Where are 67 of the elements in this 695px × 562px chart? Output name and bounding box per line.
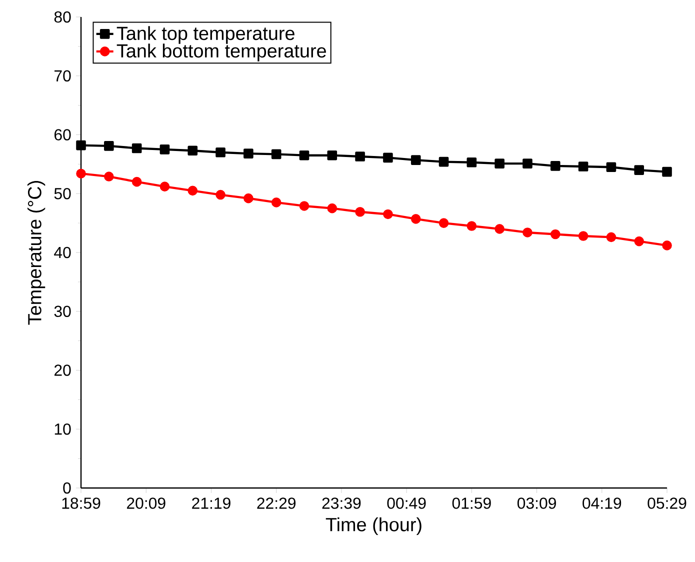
legend-label: Tank bottom temperature xyxy=(116,44,326,62)
point xyxy=(410,155,421,165)
x-tick-label: 18:59 xyxy=(62,498,100,509)
point xyxy=(160,144,170,154)
y-tick-label: 0 xyxy=(63,482,71,494)
y-tick-label: 10 xyxy=(54,423,71,435)
point xyxy=(494,224,504,234)
y-tick-label: 30 xyxy=(54,306,71,317)
point xyxy=(550,229,560,240)
point xyxy=(494,158,504,168)
y-tick-label: 60 xyxy=(54,129,71,140)
point xyxy=(216,190,226,200)
point xyxy=(299,201,310,211)
x-tick-label: 03:09 xyxy=(517,498,556,509)
point xyxy=(188,146,198,156)
point xyxy=(522,158,532,168)
point xyxy=(634,165,644,175)
x-tick-label: 21:19 xyxy=(192,498,230,509)
x-tick-label: 22:29 xyxy=(257,498,296,509)
x-tick-label: 23:39 xyxy=(322,498,361,509)
x-tick-label: 00:49 xyxy=(387,498,426,509)
x-tick-label: 04:19 xyxy=(582,498,622,509)
point xyxy=(522,228,532,238)
point xyxy=(550,161,560,171)
point xyxy=(244,148,254,158)
y-axis-title: Temperature (°C) xyxy=(27,181,46,325)
point xyxy=(327,150,338,160)
point xyxy=(132,143,142,154)
point xyxy=(271,149,282,160)
point xyxy=(662,166,672,177)
point xyxy=(383,152,393,163)
legend-label: Tank top temperature xyxy=(116,26,294,44)
point xyxy=(466,221,477,231)
point xyxy=(104,172,114,182)
point xyxy=(606,162,616,172)
point xyxy=(383,209,393,220)
point xyxy=(271,198,282,208)
y-tick-label: 80 xyxy=(54,11,71,23)
y-tick-label: 40 xyxy=(54,246,71,258)
point xyxy=(244,193,254,204)
point xyxy=(355,152,365,162)
x-axis-title: Time (hour) xyxy=(326,517,422,536)
y-tick-label: 50 xyxy=(54,188,71,200)
point xyxy=(76,140,86,150)
point xyxy=(410,214,421,224)
y-tick-label: 70 xyxy=(54,70,71,82)
point xyxy=(606,232,616,242)
point xyxy=(578,231,588,241)
point xyxy=(355,206,365,217)
point xyxy=(132,176,142,187)
point xyxy=(216,147,226,158)
point xyxy=(438,156,449,167)
y-tick-label: 20 xyxy=(54,364,71,376)
point xyxy=(160,182,170,192)
point xyxy=(327,203,338,214)
point xyxy=(438,218,449,228)
point xyxy=(578,162,588,172)
x-tick-label: 20:09 xyxy=(126,498,166,509)
point xyxy=(299,150,310,160)
point xyxy=(662,240,672,250)
point xyxy=(188,186,198,196)
point xyxy=(466,158,477,168)
point xyxy=(76,168,86,178)
x-tick-label: 01:59 xyxy=(452,498,491,509)
point xyxy=(104,141,114,151)
x-tick-label: 05:29 xyxy=(648,498,686,509)
point xyxy=(634,236,644,246)
